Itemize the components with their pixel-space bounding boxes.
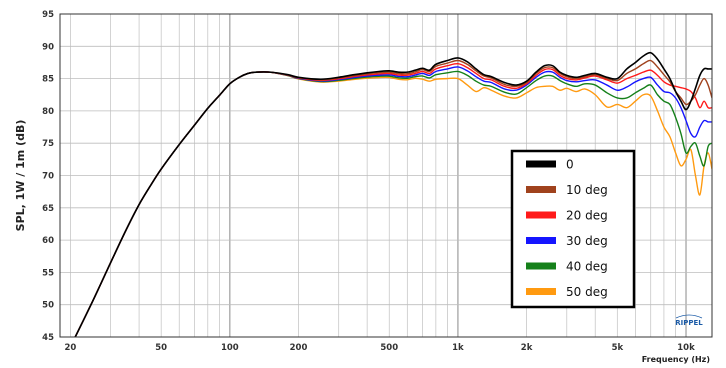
legend-swatch [526, 262, 556, 270]
x-tick-label: 5k [612, 343, 624, 353]
x-axis-label: Frequency (Hz) [642, 355, 710, 364]
legend-label: 50 deg [566, 285, 608, 299]
y-tick-label: 80 [42, 107, 54, 117]
y-tick-label: 90 [42, 42, 54, 52]
y-axis-ticks: 45 50 55 60 65 70 75 80 85 90 95 [42, 10, 54, 343]
brand-logo-arc [675, 314, 703, 319]
legend-swatch [526, 237, 556, 244]
y-tick-label: 85 [42, 75, 54, 85]
legend-swatch [526, 160, 556, 168]
brand-logo-text: RIPPEL [675, 319, 703, 327]
legend-label: 30 deg [566, 234, 608, 248]
y-tick-label: 70 [42, 172, 54, 182]
y-tick-label: 75 [42, 139, 54, 149]
plot-frame [59, 13, 713, 338]
y-tick-label: 55 [42, 268, 54, 278]
legend-box [510, 149, 636, 309]
legend-swatch [526, 186, 556, 193]
legend: 0 10 deg 20 deg 30 deg 40 deg 50 deg [510, 149, 636, 309]
series-line-0 [74, 51, 712, 337]
legend-label: 20 deg [566, 209, 608, 223]
legend-label: 0 [566, 158, 574, 172]
x-tick-label: 50 [155, 343, 167, 353]
brand-logo: RIPPEL [675, 314, 703, 327]
x-tick-label: 1k [452, 343, 464, 353]
y-tick-label: 50 [42, 301, 54, 311]
legend-label: 40 deg [566, 260, 608, 274]
y-tick-label: 60 [42, 236, 54, 246]
y-tick-label: 45 [42, 333, 54, 343]
x-tick-label: 20 [65, 343, 77, 353]
y-tick-label: 95 [42, 10, 54, 20]
legend-label: 10 deg [566, 183, 608, 197]
x-tick-label: 100 [221, 343, 239, 353]
y-axis-label: SPL, 1W / 1m (dB) [14, 120, 27, 232]
x-tick-label: 2k [521, 343, 533, 353]
x-axis-ticks: 20 50 100 200 500 1k 2k 5k 10k [65, 343, 696, 353]
legend-swatch [526, 288, 556, 295]
y-tick-label: 65 [42, 204, 54, 214]
legend-swatch [526, 211, 556, 219]
x-tick-label: 10k [677, 343, 695, 353]
x-tick-label: 500 [380, 343, 398, 353]
x-tick-label: 200 [290, 343, 308, 353]
series-layer [74, 51, 712, 337]
